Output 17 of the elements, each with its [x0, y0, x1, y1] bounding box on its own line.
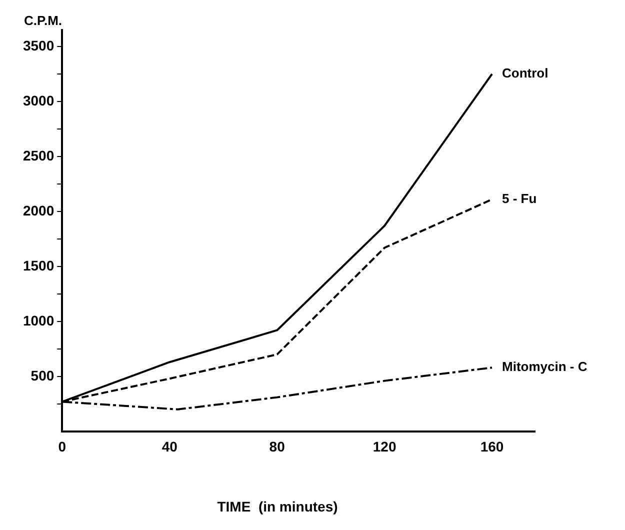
y-tick-label: 1000 [22, 312, 54, 328]
x-tick-label: 40 [162, 438, 178, 455]
series-label: Control [502, 66, 548, 81]
y-tick-label: 3000 [22, 92, 54, 108]
y-tick-label: 3500 [22, 37, 54, 54]
x-tick-label: 160 [480, 438, 504, 455]
x-tick-label: 80 [269, 438, 286, 455]
series-label: 5 - Fu [502, 190, 537, 206]
x-axis-title: TIME (in minutes) [217, 498, 338, 514]
x-tick-label: 0 [58, 438, 66, 455]
series-label: Mitomycin - C [502, 359, 588, 374]
y-tick-label: 2000 [22, 202, 54, 218]
y-axis-title: C.P.M. [24, 13, 62, 28]
y-tick-label: 2500 [22, 147, 54, 164]
x-tick-label: 120 [372, 438, 396, 455]
y-tick-label: 1500 [22, 257, 54, 274]
y-tick-label: 500 [30, 367, 54, 384]
